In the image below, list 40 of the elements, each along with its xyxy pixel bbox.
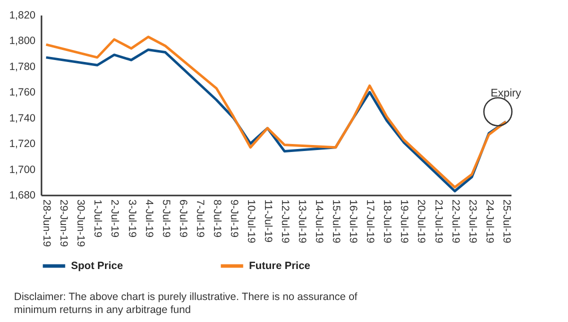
y-tick-label: 1,800 (9, 35, 36, 48)
x-tick-label: 29-Jun-19 (58, 200, 70, 247)
y-tick-label: 1,780 (9, 60, 36, 73)
legend-label: Future Price (249, 260, 310, 272)
annotation: Expiry (490, 88, 522, 100)
x-tick-label: 19-Jul-19 (398, 200, 410, 244)
y-tick-label: 1,720 (9, 138, 36, 150)
x-tick-label: 15-Jul-19 (330, 200, 342, 244)
x-tick-label: 25-Jul-19 (500, 200, 512, 244)
x-tick-label: 24-Jul-19 (483, 200, 496, 244)
x-tick-label: 17-Jul-19 (364, 200, 376, 244)
x-tick-label: 28-Jun-19 (40, 200, 53, 247)
x-tick-label: 3-Jul-19 (126, 200, 138, 238)
x-tick-label: 12-Jul-19 (279, 200, 292, 244)
x-tick-label: 5-Jul-19 (160, 200, 172, 238)
y-tick-label: 1,740 (9, 112, 36, 124)
x-tick-label: 10-Jul-19 (244, 200, 257, 244)
x-tick-label: 14-Jul-19 (313, 200, 326, 244)
x-tick-label: 22-Jul-19 (449, 200, 462, 244)
x-tick-label: 30-Jun-19 (74, 200, 87, 247)
x-tick-label: 21-Jul-19 (432, 200, 444, 244)
text: Disclaimer: The above chart is purely illustrative. There is no assurance of minimum returns in any arbitrage fund (14, 291, 358, 317)
y-tick-label: 1,700 (9, 164, 36, 176)
y-tick-label: 1,760 (9, 86, 36, 99)
x-tick-label: 20-Jul-19 (415, 200, 428, 244)
x-tick-label: 8-Jul-19 (210, 200, 223, 238)
x-tick-label: 6-Jul-19 (176, 200, 189, 238)
x-tick-label: 11-Jul-19 (262, 200, 274, 243)
x-tick-label: 7-Jul-19 (194, 200, 206, 238)
y-tick-label: 1,820 (9, 10, 36, 22)
legend-label: Spot Price (71, 260, 124, 272)
x-tick-label: 23-Jul-19 (466, 200, 478, 244)
x-tick-label: 9-Jul-19 (228, 200, 240, 238)
x-tick-label: 2-Jul-19 (108, 200, 121, 238)
x-tick-label: 4-Jul-19 (142, 200, 155, 238)
x-tick-label: 18-Jul-19 (381, 200, 394, 244)
x-tick-label: 16-Jul-19 (347, 200, 360, 244)
y-tick-label: 1,680 (9, 190, 36, 202)
x-tick-label: 1-Jul-19 (92, 200, 104, 238)
x-tick-label: 13-Jul-19 (296, 200, 308, 244)
